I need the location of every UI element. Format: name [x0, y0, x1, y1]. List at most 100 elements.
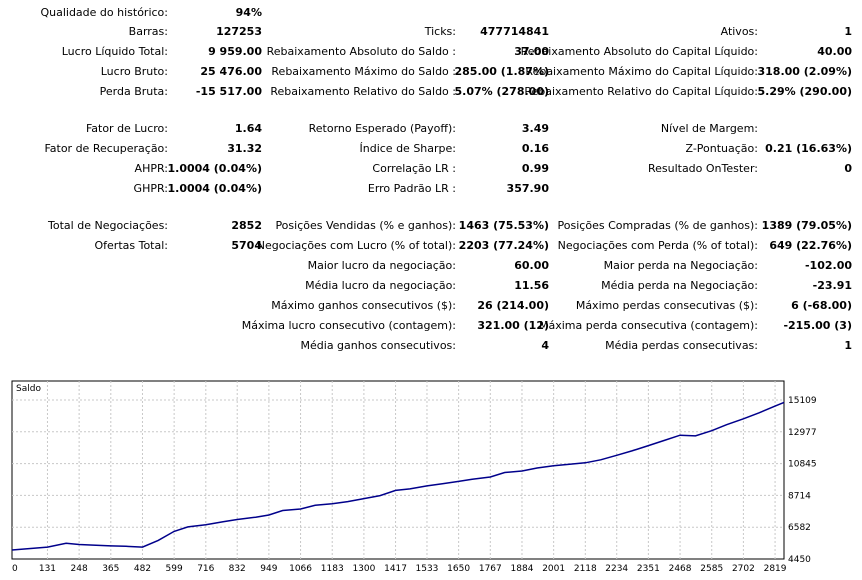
x-tick-label: 599: [166, 564, 183, 574]
stat-label-total-negociacoes: Total de Negociações:: [48, 219, 168, 232]
stat-label-ahpr: AHPR:: [134, 162, 168, 175]
x-tick-label: 482: [134, 564, 151, 574]
stat-label-ticks: Ticks:: [424, 25, 456, 38]
x-tick-label: 1650: [447, 564, 470, 574]
x-tick-label: 832: [229, 564, 246, 574]
stat-label-rebaix-abs-capital: Rebaixamento Absoluto do Capital Líquido…: [520, 45, 758, 58]
stat-value-rebaix-abs-capital: 40.00: [817, 45, 852, 58]
x-tick-label: 1300: [352, 564, 375, 574]
stat-value-maior-perda: -102.00: [804, 259, 852, 272]
chart-frame: [11, 380, 785, 560]
stat-value-resultado-ontester: 0: [844, 162, 852, 175]
stat-label-max-perda-consec-cont: Máxima perda consecutiva (contagem):: [539, 319, 758, 332]
stat-label-rebaix-max-capital: Rebaixamento Máximo do Capital Líquido:: [525, 65, 758, 78]
y-tick-label: 12977: [788, 428, 817, 438]
stat-value-rebaix-max-saldo: 285.00 (1.87%): [454, 65, 550, 78]
x-tick-label: 1533: [416, 564, 439, 574]
y-tick-label: 6582: [788, 523, 811, 533]
x-tick-label: 0: [12, 564, 18, 574]
y-tick-label: 15109: [788, 396, 817, 406]
y-tick-label: 10845: [788, 460, 817, 470]
x-tick-label: 2819: [764, 564, 787, 574]
stat-label-z-pontuacao: Z-Pontuação:: [685, 142, 758, 155]
balance-line: [11, 401, 785, 551]
x-tick-label: 2468: [669, 564, 692, 574]
stat-label-media-ganhos-consec: Média ganhos consecutivos:: [300, 339, 456, 352]
x-tick-label: 365: [102, 564, 119, 574]
x-tick-label: 2234: [605, 564, 628, 574]
y-tick-label: 8714: [788, 491, 811, 501]
stat-value-fator-recuperacao: 31.32: [227, 142, 262, 155]
stat-value-z-pontuacao: 0.21 (16.63%): [765, 142, 852, 155]
stat-value-rebaix-abs-saldo: 37.00: [514, 45, 549, 58]
chart-grid: [12, 381, 784, 559]
x-tick-label: 131: [39, 564, 56, 574]
stat-value-ahpr: 1.0004 (0.04%): [167, 162, 263, 175]
stat-label-barras: Barras:: [128, 25, 168, 38]
stat-value-media-ganhos-consec: 4: [541, 339, 549, 352]
stat-value-perda-bruta: -15 517.00: [195, 85, 262, 98]
y-axis-ticks: 15109 12977 10845 8714 6582 4450: [788, 396, 817, 565]
stat-label-posicoes-vendidas: Posições Vendidas (% e ganhos):: [275, 219, 456, 232]
stat-label-media-lucro: Média lucro da negociação:: [305, 279, 456, 292]
stat-value-ticks: 477714841: [480, 25, 549, 38]
x-tick-label: 716: [197, 564, 214, 574]
stat-label-media-perda: Média perda na Negociação:: [601, 279, 758, 292]
stat-value-ativos: 1: [844, 25, 852, 38]
x-tick-label: 1767: [479, 564, 502, 574]
x-tick-label: 2118: [574, 564, 597, 574]
stat-value-sharpe: 0.16: [521, 142, 549, 155]
stat-label-lucro-liquido: Lucro Líquido Total:: [61, 45, 168, 58]
stat-value-correlacao-lr: 0.99: [521, 162, 549, 175]
x-tick-label: 949: [260, 564, 277, 574]
stat-label-sharpe: Índice de Sharpe:: [359, 142, 457, 155]
chart-title: Saldo: [16, 384, 41, 394]
stat-value-posicoes-vendidas: 1463 (75.53%): [458, 219, 549, 232]
stat-label-max-lucro-consec-cont: Máxima lucro consecutivo (contagem):: [241, 319, 456, 332]
x-tick-label: 1183: [321, 564, 344, 574]
stat-value-posicoes-compradas: 1389 (79.05%): [761, 219, 852, 232]
stat-label-maior-perda: Maior perda na Negociação:: [603, 259, 758, 272]
x-tick-label: 2351: [637, 564, 660, 574]
x-tick-label: 2001: [542, 564, 565, 574]
x-tick-label: 1066: [289, 564, 312, 574]
stat-label-ofertas-total: Ofertas Total:: [94, 239, 169, 252]
stat-label-rebaix-max-saldo: Rebaixamento Máximo do Saldo :: [271, 65, 456, 78]
stat-value-lucro-bruto: 25 476.00: [200, 65, 262, 78]
stat-value-neg-com-perda: 649 (22.76%): [769, 239, 852, 252]
stat-label-rebaix-abs-saldo: Rebaixamento Absoluto do Saldo :: [266, 45, 456, 58]
stat-value-rebaix-max-capital: 318.00 (2.09%): [757, 65, 853, 78]
x-tick-label: 1417: [384, 564, 407, 574]
stat-label-ativos: Ativos:: [720, 25, 758, 38]
x-tick-label: 248: [71, 564, 88, 574]
stat-label-max-perdas-consec: Máximo perdas consecutivas ($):: [575, 299, 758, 312]
stat-value-qualidade: 94%: [235, 6, 262, 19]
stat-label-perda-bruta: Perda Bruta:: [99, 85, 168, 98]
x-axis-ticks: 0 131 248 365 482 599 716 832 949 1066 1183 1300 141…: [12, 564, 787, 574]
x-tick-label: 2585: [700, 564, 723, 574]
stat-label-rebaix-rel-saldo: Rebaixamento Relativo do Saldo :: [270, 85, 456, 98]
balance-chart: Saldo 0 131 248 365 482 599 716 832 949 1066 1183 1…: [11, 380, 817, 574]
stat-value-media-perdas-consec: 1: [844, 339, 852, 352]
stat-label-posicoes-compradas: Posições Compradas (% de ganhos):: [557, 219, 758, 232]
y-tick-label: 4450: [788, 555, 811, 565]
stat-label-maior-lucro: Maior lucro da negociação:: [307, 259, 456, 272]
stat-value-ofertas-total: 5704: [231, 239, 262, 252]
stat-label-rebaix-rel-capital: Rebaixamento Relativo do Capital Líquido…: [524, 85, 758, 98]
stat-label-fator-lucro: Fator de Lucro:: [85, 122, 168, 135]
stat-value-max-ganhos-consec: 26 (214.00): [477, 299, 549, 312]
x-tick-label: 2702: [732, 564, 755, 574]
stat-value-rebaix-rel-capital: 5.29% (290.00): [757, 85, 853, 98]
stat-label-neg-com-perda: Negociações com Perda (% of total):: [557, 239, 758, 252]
stat-label-media-perdas-consec: Média perdas consecutivas:: [605, 339, 758, 352]
stat-value-lucro-liquido: 9 959.00: [208, 45, 262, 58]
x-tick-label: 1884: [511, 564, 534, 574]
stat-label-max-ganhos-consec: Máximo ganhos consecutivos ($):: [271, 299, 456, 312]
stat-label-nivel-margem: Nível de Margem:: [660, 122, 758, 135]
stat-value-max-perda-consec-cont: -215.00 (3): [783, 319, 852, 332]
stat-value-retorno-esperado: 3.49: [521, 122, 549, 135]
stat-label-erro-padrao-lr: Erro Padrão LR :: [367, 182, 456, 195]
stat-value-max-perdas-consec: 6 (-68.00): [791, 299, 852, 312]
stat-value-ghpr: 1.0004 (0.04%): [167, 182, 263, 195]
stat-value-total-negociacoes: 2852: [231, 219, 262, 232]
